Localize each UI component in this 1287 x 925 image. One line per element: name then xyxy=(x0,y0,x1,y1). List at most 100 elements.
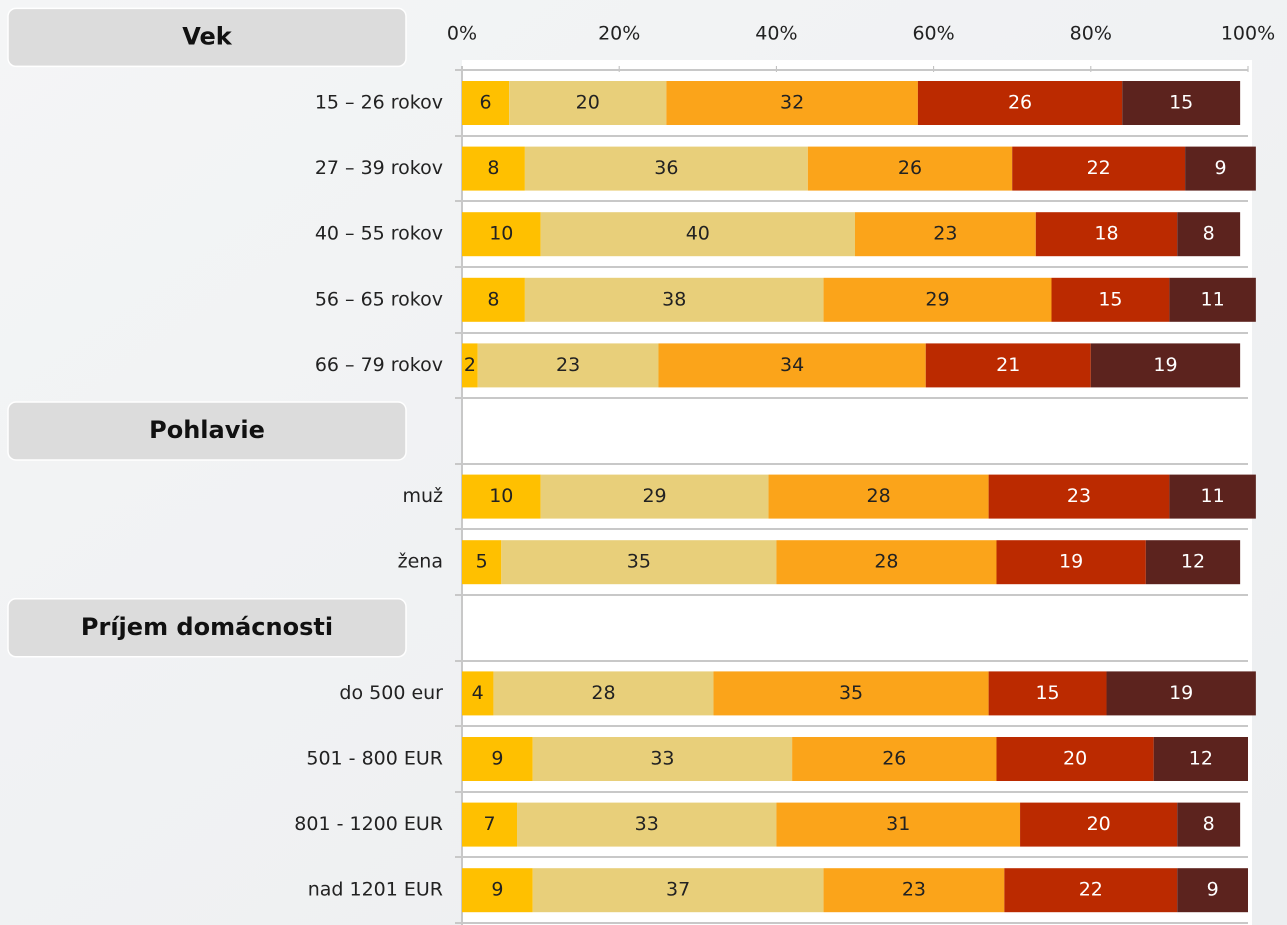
bar-segment xyxy=(776,540,997,585)
value-label: 23 xyxy=(1067,485,1091,507)
value-label: 33 xyxy=(650,748,674,770)
bar-segment xyxy=(713,671,989,716)
bar-segment xyxy=(462,277,525,322)
bar-segment xyxy=(462,540,502,585)
bar-segment xyxy=(462,212,541,257)
bar-segment xyxy=(1012,146,1186,191)
group-header-box xyxy=(7,7,407,68)
x-tick-label: 80% xyxy=(1070,23,1112,45)
bar-segment xyxy=(925,343,1091,388)
value-label: 5 xyxy=(476,551,488,573)
x-tick-label: 20% xyxy=(598,23,640,45)
value-label: 11 xyxy=(1201,288,1225,310)
value-label: 22 xyxy=(1087,157,1111,179)
bar-segment xyxy=(462,671,494,716)
bar-segment xyxy=(1051,277,1170,322)
value-label: 9 xyxy=(491,879,503,901)
value-label: 4 xyxy=(472,682,484,704)
value-label: 38 xyxy=(662,288,686,310)
value-label: 31 xyxy=(886,813,910,835)
value-label: 28 xyxy=(874,551,898,573)
bar-segment xyxy=(666,81,918,125)
value-label: 36 xyxy=(654,157,678,179)
value-label: 34 xyxy=(780,354,804,376)
bar-segment xyxy=(1169,277,1256,322)
bar-segment xyxy=(462,81,510,125)
category-label: 27 – 39 rokov xyxy=(315,157,443,179)
value-label: 19 xyxy=(1153,354,1177,376)
bar-segment xyxy=(462,868,533,913)
bar-segment xyxy=(517,802,777,847)
value-label: 33 xyxy=(635,813,659,835)
value-label: 9 xyxy=(1207,879,1219,901)
bar-segment xyxy=(1090,343,1241,388)
value-label: 15 xyxy=(1035,682,1059,704)
category-label: 66 – 79 rokov xyxy=(315,354,443,376)
bar-segment xyxy=(462,146,525,191)
value-label: 26 xyxy=(882,748,906,770)
bar-segment xyxy=(1106,671,1256,716)
value-label: 29 xyxy=(925,288,949,310)
group-header-box xyxy=(7,401,407,461)
bar-segment xyxy=(823,277,1052,322)
category-label: 801 - 1200 EUR xyxy=(294,813,443,835)
bar-segment xyxy=(1145,540,1241,585)
value-label: 6 xyxy=(480,92,492,114)
value-label: 22 xyxy=(1079,879,1103,901)
x-tick-label: 40% xyxy=(755,23,797,45)
value-label: 15 xyxy=(1098,288,1122,310)
bar-segment xyxy=(501,540,777,585)
group-header: Vek xyxy=(182,22,233,50)
value-label: 8 xyxy=(1203,223,1215,245)
bar-segment xyxy=(658,343,926,388)
bar-segment xyxy=(792,737,997,781)
value-label: 20 xyxy=(1063,748,1087,770)
value-label: 28 xyxy=(866,485,890,507)
value-label: 10 xyxy=(489,223,513,245)
bar-segment xyxy=(509,81,667,125)
x-tick-label: 100% xyxy=(1221,23,1275,45)
category-label: 56 – 65 rokov xyxy=(315,288,443,310)
group-header: Príjem domácnosti xyxy=(81,613,333,641)
x-tick-label: 0% xyxy=(447,23,477,45)
value-label: 26 xyxy=(898,157,922,179)
group-header-box xyxy=(7,598,407,658)
value-label: 35 xyxy=(627,551,651,573)
bar-segment xyxy=(493,671,714,716)
bar-segment xyxy=(1020,802,1178,847)
bar-segment xyxy=(1004,868,1178,913)
value-label: 20 xyxy=(1087,813,1111,835)
value-label: 15 xyxy=(1169,92,1193,114)
value-label: 32 xyxy=(780,92,804,114)
bar-segment xyxy=(855,212,1036,257)
category-label: muž xyxy=(402,485,443,507)
bar-segment xyxy=(988,671,1107,716)
category-label: 15 – 26 rokov xyxy=(315,92,443,114)
value-label: 7 xyxy=(483,813,495,835)
category-label: 40 – 55 rokov xyxy=(315,223,443,245)
value-label: 40 xyxy=(686,223,710,245)
bar-segment xyxy=(532,737,793,781)
value-label: 29 xyxy=(642,485,666,507)
bar-segment xyxy=(462,802,518,847)
bar-segment xyxy=(462,474,541,519)
category-label: nad 1201 EUR xyxy=(308,879,443,901)
bar-segment xyxy=(524,277,824,322)
bar-segment xyxy=(1035,212,1178,257)
value-label: 18 xyxy=(1094,223,1118,245)
bar-segment xyxy=(1177,802,1241,847)
bar-segment xyxy=(524,146,808,191)
value-label: 35 xyxy=(839,682,863,704)
bar-segment xyxy=(532,868,824,913)
value-label: 9 xyxy=(491,748,503,770)
value-label: 19 xyxy=(1169,682,1193,704)
value-label: 9 xyxy=(1214,157,1226,179)
bar-segment xyxy=(540,474,769,519)
value-label: 10 xyxy=(489,485,513,507)
value-label: 21 xyxy=(996,354,1020,376)
category-label: do 500 eur xyxy=(339,682,443,704)
value-label: 11 xyxy=(1201,485,1225,507)
bar-segment xyxy=(1185,146,1256,191)
bar-segment xyxy=(823,868,1005,913)
